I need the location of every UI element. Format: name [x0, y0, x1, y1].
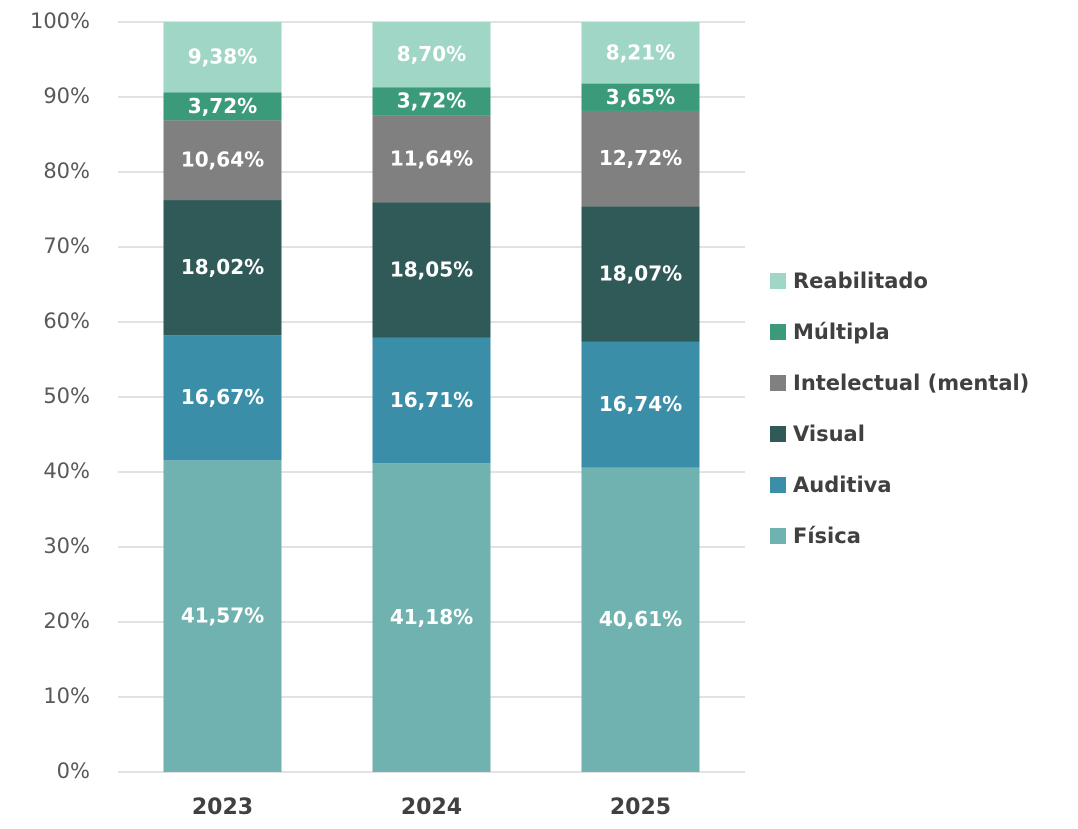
y-tick-label: 30%	[43, 534, 90, 558]
data-label: 16,71%	[390, 388, 473, 412]
legend-swatch	[770, 375, 786, 391]
bar-segment	[163, 92, 282, 121]
bar-segment	[581, 341, 700, 468]
bar-segment	[372, 87, 491, 116]
bar-segment	[581, 22, 700, 84]
x-tick-label: 2023	[192, 795, 253, 820]
data-label: 8,21%	[606, 40, 675, 64]
data-label: 3,72%	[188, 94, 257, 118]
bar-segment	[372, 337, 491, 464]
x-tick-label: 2024	[401, 795, 462, 820]
y-tick-label: 60%	[43, 309, 90, 333]
data-label: 16,74%	[599, 392, 682, 416]
bar-segment	[581, 110, 700, 207]
bar-segment	[163, 335, 282, 461]
bar-segment	[581, 206, 700, 342]
bar-segment	[581, 83, 700, 111]
data-label: 18,05%	[390, 258, 473, 282]
y-tick-label: 20%	[43, 609, 90, 633]
y-tick-label: 70%	[43, 234, 90, 258]
legend-swatch	[770, 324, 786, 340]
data-label: 11,64%	[390, 146, 473, 170]
y-tick-label: 50%	[43, 384, 90, 408]
legend-swatch	[770, 477, 786, 493]
y-tick-label: 40%	[43, 459, 90, 483]
legend-swatch	[770, 273, 786, 289]
bar-segment	[163, 22, 282, 93]
legend-swatch	[770, 528, 786, 544]
data-label: 12,72%	[599, 146, 682, 170]
y-tick-label: 10%	[43, 684, 90, 708]
data-label: 8,70%	[397, 42, 466, 66]
data-label: 9,38%	[188, 45, 257, 69]
legend-swatch	[770, 426, 786, 442]
legend-label: Física	[793, 524, 861, 548]
legend-label: Múltipla	[793, 320, 890, 344]
y-tick-label: 80%	[43, 159, 90, 183]
bar-segment	[372, 115, 491, 203]
data-label: 18,07%	[599, 262, 682, 286]
data-label: 18,02%	[181, 255, 264, 279]
bar-segment	[163, 120, 282, 201]
data-label: 41,18%	[390, 605, 473, 629]
data-label: 3,72%	[397, 89, 466, 113]
legend-label: Visual	[793, 422, 865, 446]
x-tick-label: 2025	[610, 795, 671, 820]
bar-segment	[372, 22, 491, 88]
data-label: 40,61%	[599, 607, 682, 631]
y-tick-label: 100%	[30, 9, 90, 33]
data-label: 41,57%	[181, 604, 264, 628]
legend-label: Reabilitado	[793, 269, 928, 293]
data-label: 10,64%	[181, 148, 264, 172]
data-label: 3,65%	[606, 85, 675, 109]
y-tick-label: 0%	[57, 759, 90, 783]
bar-segment	[163, 200, 282, 336]
bar-segment	[581, 467, 700, 772]
data-label: 16,67%	[181, 385, 264, 409]
legend-label: Intelectual (mental)	[793, 371, 1029, 395]
bar-segment	[372, 202, 491, 338]
y-tick-label: 90%	[43, 84, 90, 108]
legend-label: Auditiva	[793, 473, 892, 497]
bar-segment	[372, 463, 491, 772]
bar-segment	[163, 460, 282, 772]
